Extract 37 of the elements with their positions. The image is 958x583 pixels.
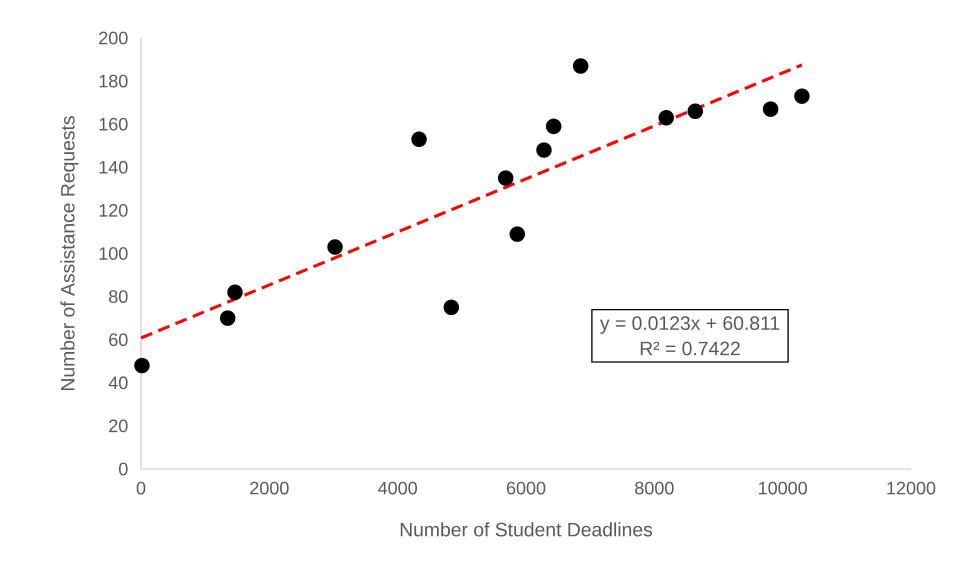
y-tick-label: 0 bbox=[118, 462, 128, 476]
y-tick-label: 40 bbox=[108, 376, 128, 390]
y-tick-label: 80 bbox=[109, 290, 128, 303]
x-tick-label: 2000 bbox=[250, 482, 289, 494]
y-tick-label: 140 bbox=[100, 160, 128, 174]
point bbox=[134, 358, 150, 374]
point bbox=[444, 300, 460, 316]
y-tick-label: 200 bbox=[99, 32, 128, 44]
y-tick-label: 160 bbox=[100, 118, 128, 131]
x-tick-label: 4000 bbox=[378, 482, 417, 494]
annotation: y = 0.0123x + 60.811 bbox=[600, 316, 780, 334]
point bbox=[220, 310, 236, 326]
x-tick-label: 6000 bbox=[506, 482, 546, 494]
point bbox=[762, 101, 778, 117]
point bbox=[498, 170, 514, 186]
x-tick-label: 12000 bbox=[887, 482, 936, 494]
point bbox=[546, 118, 562, 134]
point bbox=[658, 110, 674, 126]
point bbox=[572, 58, 588, 74]
x-tick-label: 10000 bbox=[759, 482, 807, 494]
x-tick-label: 8000 bbox=[635, 482, 674, 494]
y-tick-label: 60 bbox=[109, 333, 128, 346]
point bbox=[327, 239, 343, 255]
y-axis-title: Number of Assistance Requests bbox=[60, 116, 78, 390]
point bbox=[536, 142, 552, 158]
x-axis-title: Number of Student Deadlines bbox=[400, 522, 652, 536]
y-tick-label: 20 bbox=[109, 420, 128, 432]
y-tick-label: 120 bbox=[100, 204, 128, 217]
y-tick-label: 180 bbox=[100, 74, 128, 88]
annotation: R² = 0.7422 bbox=[640, 342, 740, 356]
point bbox=[227, 284, 243, 300]
point bbox=[794, 88, 810, 104]
y-tick-label: 100 bbox=[100, 247, 128, 260]
point bbox=[510, 226, 526, 242]
point bbox=[411, 132, 427, 148]
point bbox=[688, 104, 704, 120]
x-tick-label: 0 bbox=[136, 482, 146, 494]
